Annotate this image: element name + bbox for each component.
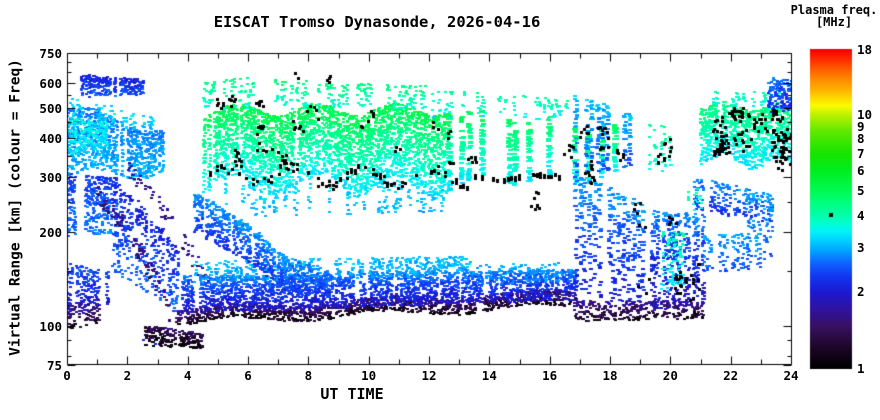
colorbar-tick-label: 18 [857, 42, 873, 57]
colorbar-title-line2: [MHz] [815, 15, 853, 29]
x-tick-label: 14 [481, 368, 497, 383]
colorbar-title-line1: Plasma freq. [790, 3, 878, 17]
y-axis-label: Virtual Range [km] (colour = Freq) [7, 59, 24, 356]
colorbar-tick-label: 1 [857, 361, 865, 376]
colorbar-tick-label: 3 [857, 240, 865, 255]
x-axis-label: UT TIME [320, 385, 384, 403]
y-tick-label: 100 [39, 319, 62, 334]
x-tick-label: 0 [63, 368, 71, 383]
x-tick-label: 16 [542, 368, 558, 383]
x-tick-label: 4 [183, 368, 192, 383]
x-tick-label: 22 [723, 368, 739, 383]
y-tick-label: 750 [39, 46, 62, 61]
x-tick-label: 8 [304, 368, 313, 383]
colorbar-title: Plasma freq. [MHz] [788, 4, 880, 28]
x-tick-label: 10 [361, 368, 377, 383]
colorbar-tick-label: 4 [857, 208, 865, 223]
x-tick-label: 20 [662, 368, 678, 383]
colorbar-tick-label: 5 [857, 183, 865, 198]
x-tick-label: 24 [783, 368, 799, 383]
colorbar-tick-label: 2 [857, 284, 865, 299]
x-tick-label: 18 [602, 368, 618, 383]
colorbar-tick-label: 6 [857, 163, 865, 178]
page-title: EISCAT Tromso Dynasonde, 2026-04-16 [213, 13, 541, 31]
y-tick-label: 500 [39, 101, 62, 116]
y-tick-label: 400 [39, 131, 62, 146]
y-tick-label: 300 [39, 170, 62, 185]
y-tick-label: 600 [39, 76, 62, 91]
x-tick-label: 6 [244, 368, 252, 383]
x-tick-label: 12 [421, 368, 437, 383]
y-tick-label: 200 [39, 225, 62, 240]
x-tick-label: 2 [123, 368, 132, 383]
colorbar-tick-label: 10 [857, 107, 873, 122]
colorbar-tick-label: 8 [857, 131, 865, 146]
y-tick-label: 75 [46, 358, 62, 373]
colorbar-tick-label: 9 [857, 119, 865, 134]
colorbar-tick-label: 7 [857, 146, 865, 161]
